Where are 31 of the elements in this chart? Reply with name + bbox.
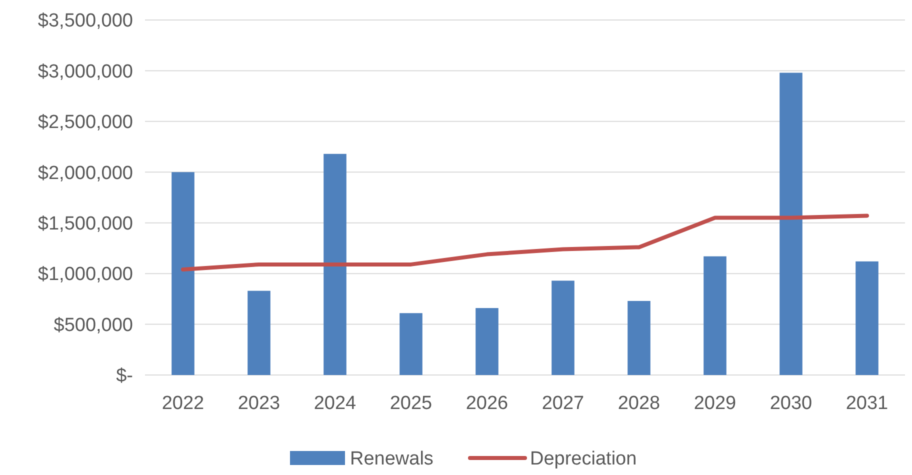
bar (324, 154, 346, 375)
x-tick-label: 2022 (162, 393, 204, 414)
x-tick-label: 2025 (390, 393, 432, 414)
x-tick-label: 2029 (694, 393, 736, 414)
bar (248, 290, 270, 375)
bar (780, 72, 802, 375)
x-tick-label: 2030 (770, 393, 812, 414)
bar (628, 300, 650, 375)
y-tick-label: $3,000,000 (38, 61, 133, 82)
x-tick-label: 2024 (314, 393, 357, 414)
bar (400, 313, 422, 375)
bar (704, 256, 726, 375)
legend-label: Depreciation (530, 448, 637, 470)
y-tick-label: $3,500,000 (38, 10, 133, 32)
x-tick-label: 2027 (542, 393, 584, 414)
y-tick-label: $2,500,000 (38, 112, 133, 134)
x-tick-label: 2028 (618, 393, 660, 414)
y-tick-label: $1,500,000 (38, 214, 133, 235)
x-tick-label: 2023 (238, 393, 280, 414)
legend-label: Renewals (350, 448, 434, 470)
bar (552, 280, 574, 375)
y-tick-label: $1,000,000 (38, 264, 133, 286)
x-tick-label: 2031 (846, 393, 888, 414)
y-tick-label: $2,000,000 (38, 162, 133, 184)
bar (476, 308, 498, 375)
bar (856, 261, 878, 375)
y-tick-label: $- (116, 366, 133, 387)
bar (172, 172, 194, 375)
y-tick-label: $500,000 (54, 314, 133, 336)
x-tick-label: 2026 (466, 393, 508, 414)
line-series (181, 214, 869, 272)
